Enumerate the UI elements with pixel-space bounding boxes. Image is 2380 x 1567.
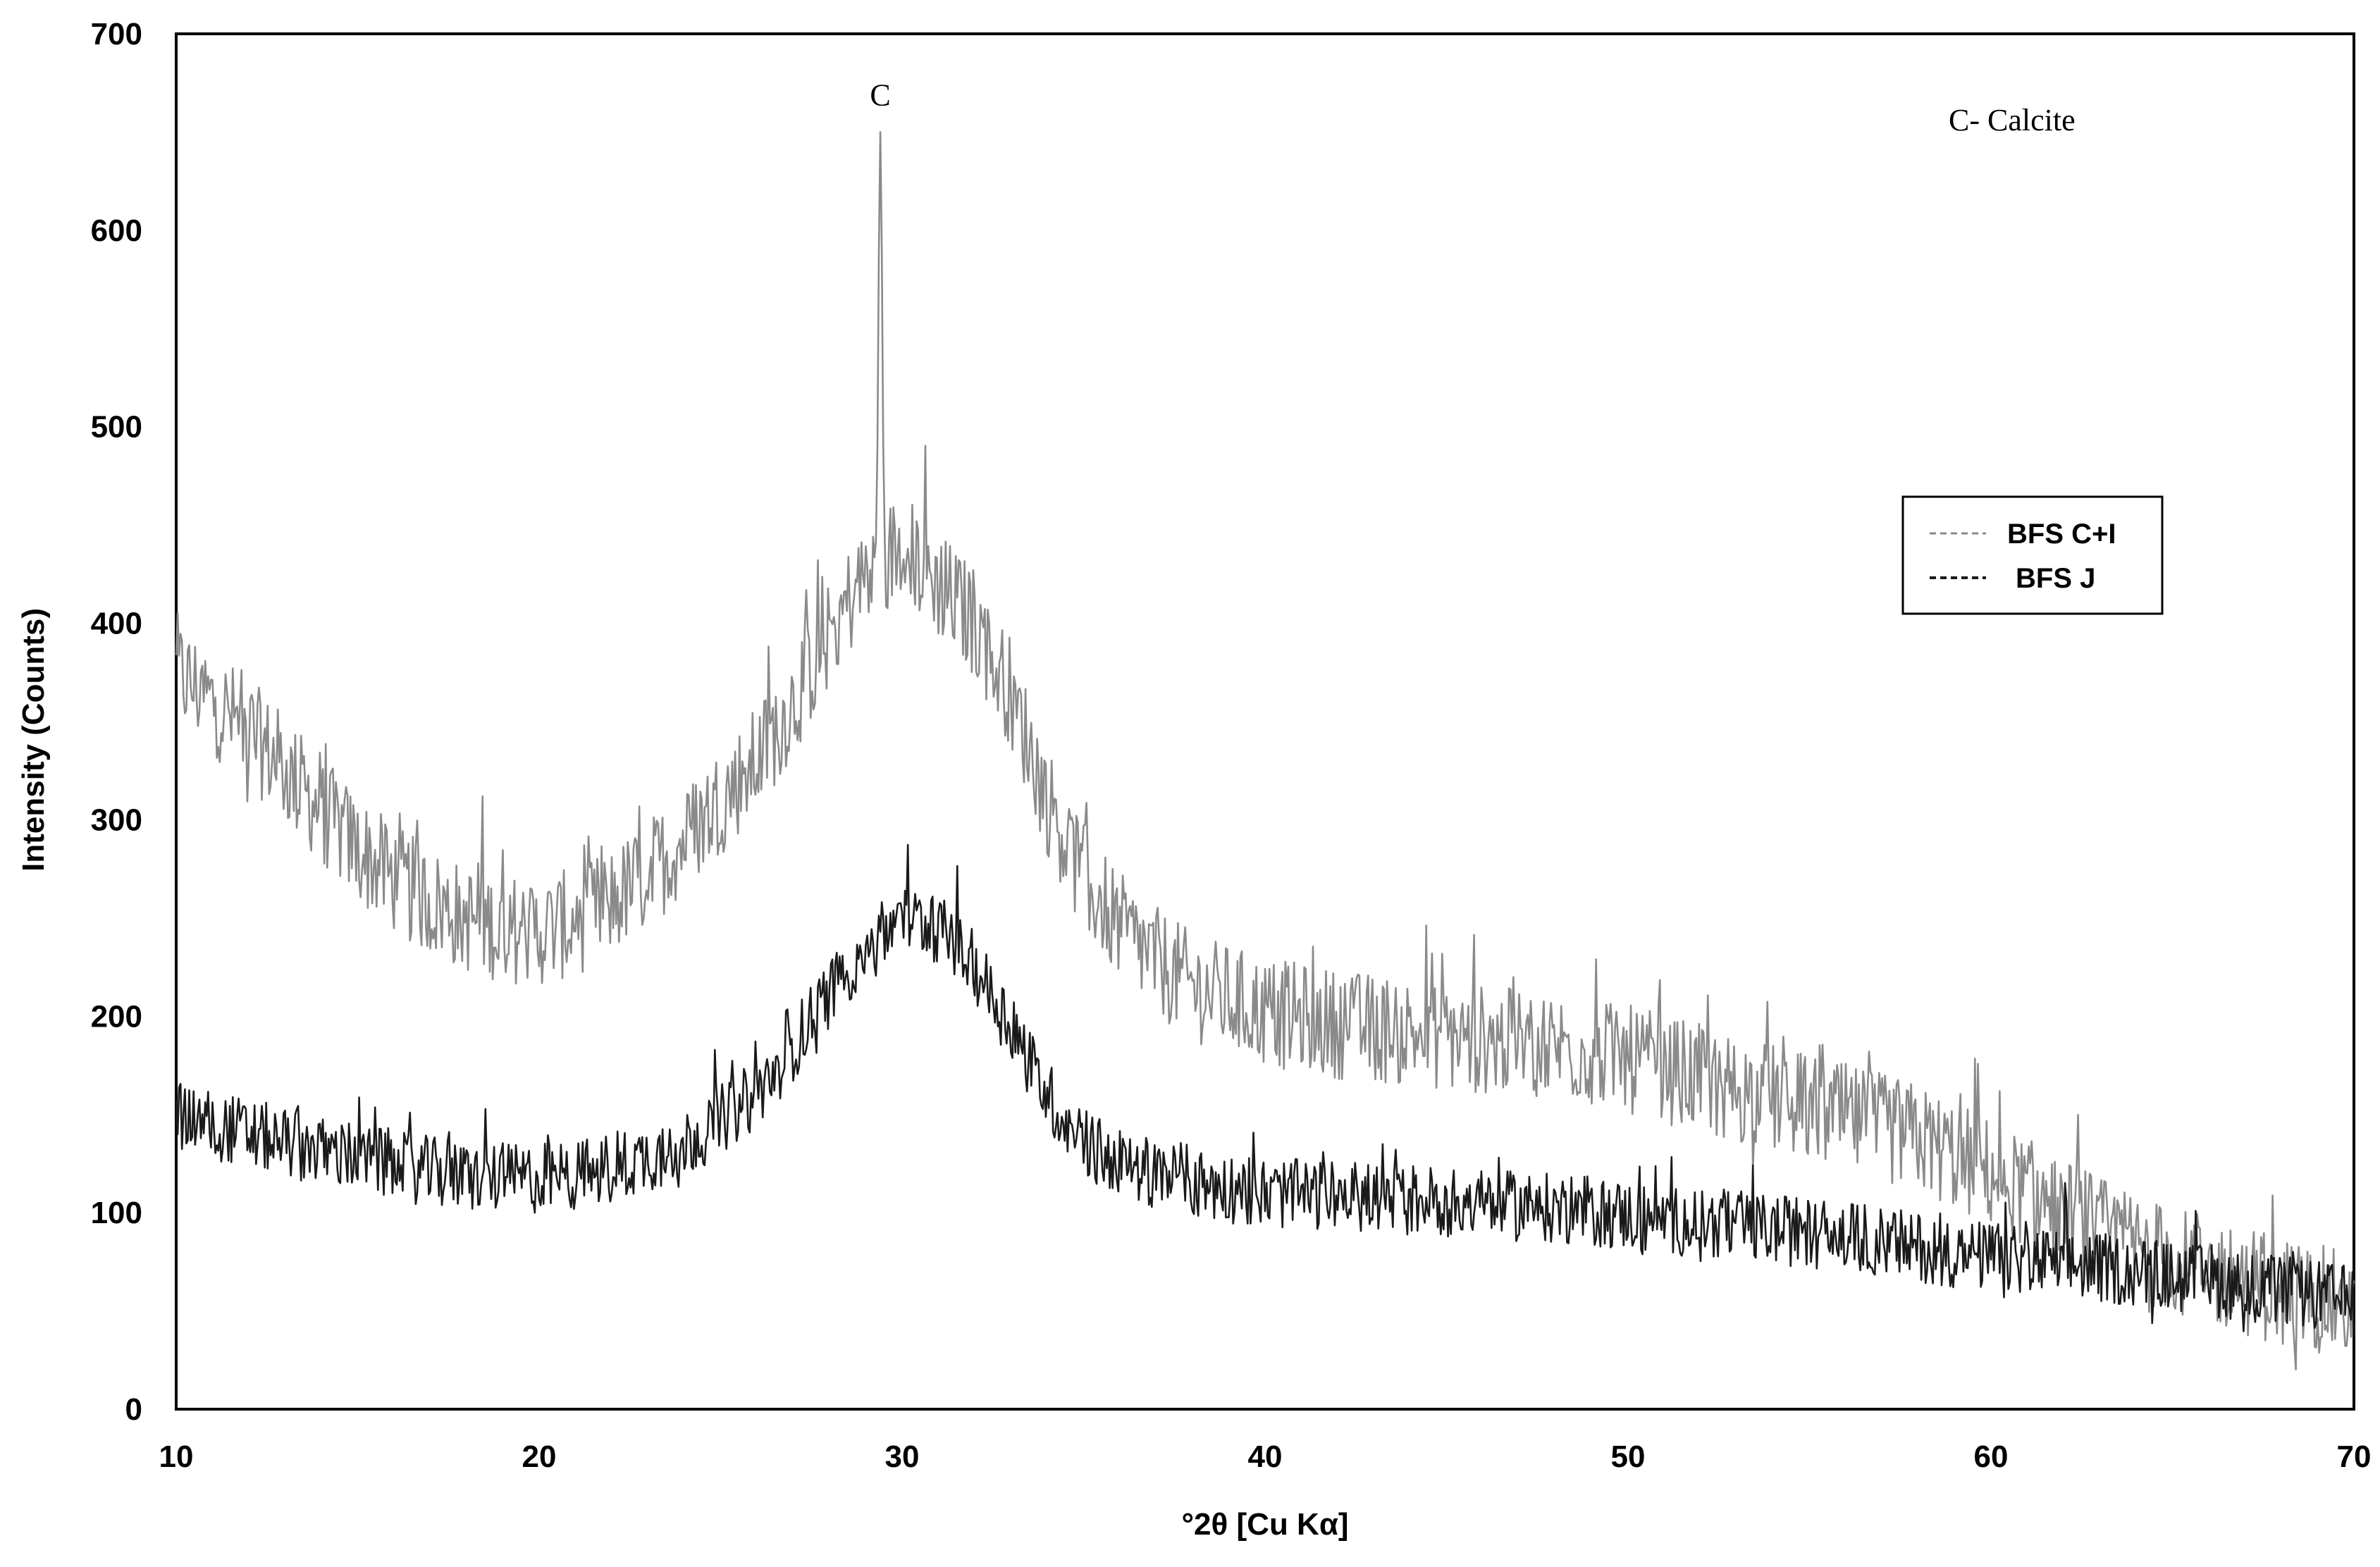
legend: BFS C+I BFS J (1901, 495, 2164, 615)
x-tick-label: 30 (885, 1439, 920, 1474)
y-tick-label: 700 (91, 17, 142, 51)
x-axis: 10 20 30 40 50 60 70 (159, 1439, 2372, 1474)
y-tick-label: 400 (91, 607, 142, 641)
y-axis: 0 100 200 300 400 500 600 700 (91, 17, 142, 1427)
y-tick-label: 100 (91, 1196, 142, 1230)
series-line-bfs-ci (175, 131, 2355, 1370)
y-tick-label: 600 (91, 213, 142, 248)
legend-box (1901, 495, 2164, 615)
y-tick-label: 300 (91, 803, 142, 837)
plot-frame (175, 32, 2355, 1411)
x-tick-label: 40 (1248, 1439, 1283, 1474)
x-tick-label: 20 (522, 1439, 557, 1474)
y-axis-title: Intensity (Counts) (16, 608, 51, 872)
x-tick-label: 70 (2337, 1439, 2372, 1474)
peak-label-c: C (870, 78, 890, 112)
y-tick-label: 500 (91, 410, 142, 445)
y-tick-label: 0 (125, 1392, 142, 1427)
legend-label-bfs-j: BFS J (2016, 563, 2095, 594)
x-tick-label: 50 (1611, 1439, 1646, 1474)
x-tick-label: 10 (159, 1439, 194, 1474)
y-tick-label: 200 (91, 999, 142, 1034)
legend-label-bfs-ci: BFS C+I (2007, 519, 2116, 550)
x-tick-label: 60 (1974, 1439, 2009, 1474)
phase-note: C- Calcite (1949, 103, 2076, 137)
series-layer (175, 131, 2355, 1370)
x-axis-title: °2θ [Cu Kα] (1181, 1507, 1348, 1542)
series-line-bfs-j (175, 843, 2355, 1335)
